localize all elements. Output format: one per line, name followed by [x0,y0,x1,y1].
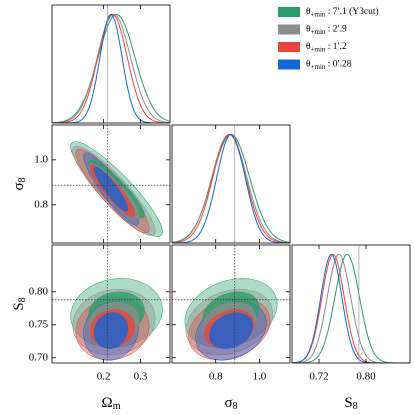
axis-label-symbol: S [11,302,27,310]
x-tick-label: 0.3 [134,371,148,383]
axis-label: σ8 [224,395,237,412]
y-tick-label: 1.0 [34,153,48,165]
legend-subscript: +min [311,63,326,71]
legend-value: : 0′.28 [325,60,351,70]
legend-label: θ+min : 2′.9 [306,25,347,36]
panel-frame [171,124,291,244]
axis-label-symbol: σ [224,395,232,411]
marginal-curve [172,133,290,243]
x-tick-label: 0.2 [97,371,111,383]
panel [52,5,170,123]
legend-value: : 2′.9 [325,25,347,35]
legend-swatch [278,24,300,35]
axis-label: Ωm [102,395,121,412]
legend-subscript: +min [311,28,326,36]
y-tick-label: 0.70 [29,351,49,363]
axis-label: σ8 [11,177,28,190]
axis-label-subscript: 8 [17,297,28,302]
legend-symbol: θ [306,7,311,17]
axis-label: S8 [344,395,357,412]
panel [52,245,170,363]
axis-label-subscript: 8 [233,401,238,412]
contour [209,312,253,349]
contour [93,312,129,349]
legend-swatch [278,7,300,17]
x-tick-label: 0.8 [209,371,223,383]
axis-label-symbol: σ [11,182,27,190]
y-tick-label: 0.75 [29,318,49,330]
panel [172,125,290,243]
marginal-curve [292,253,410,363]
x-tick-label: 1.0 [253,371,267,383]
panel-frame [51,124,171,244]
panel [292,245,410,363]
marginal-curve [52,13,170,123]
legend-value: : 7′.1 (Y3cut) [325,6,378,17]
marginal-curve [292,253,410,363]
y-tick-label: 0.8 [34,198,48,210]
axis-label: S8 [11,297,28,310]
y-tick-label: 0.80 [29,285,49,297]
marginal-curve [172,133,290,243]
panel-frame [171,244,291,364]
marginal-curve [52,13,170,123]
axis-label-subscript: 8 [353,401,358,412]
panel [172,245,290,363]
axis-label-symbol: S [344,395,352,411]
legend-label: θ+min : 7′.1 (Y3cut) [306,6,379,18]
x-tick-label: 0.72 [309,371,328,383]
legend-subscript: +min [311,10,326,18]
legend-swatch [278,59,300,70]
axis-label-symbol: Ω [102,395,113,411]
panel-frame [291,244,411,364]
legend-symbol: θ [306,60,311,70]
axis-label-subscript: m [113,401,121,412]
panel [52,125,170,243]
x-tick-label: 0.80 [356,371,376,383]
legend-label: θ+min : 1′.2 [306,42,347,53]
legend-label: θ+min : 0′.28 [306,60,352,71]
marginal-curve [292,253,410,363]
legend-swatch [278,42,300,52]
legend-symbol: θ [306,25,311,35]
marginal-curve [292,253,410,363]
marginal-curve [172,133,290,243]
legend-subscript: +min [311,45,326,53]
legend-symbol: θ [306,42,311,52]
panel-frame [51,4,171,124]
marginal-curve [172,133,290,243]
axis-label-subscript: 8 [17,177,28,182]
legend-value: : 1′.2 [325,42,347,52]
panel-frame [51,244,171,364]
